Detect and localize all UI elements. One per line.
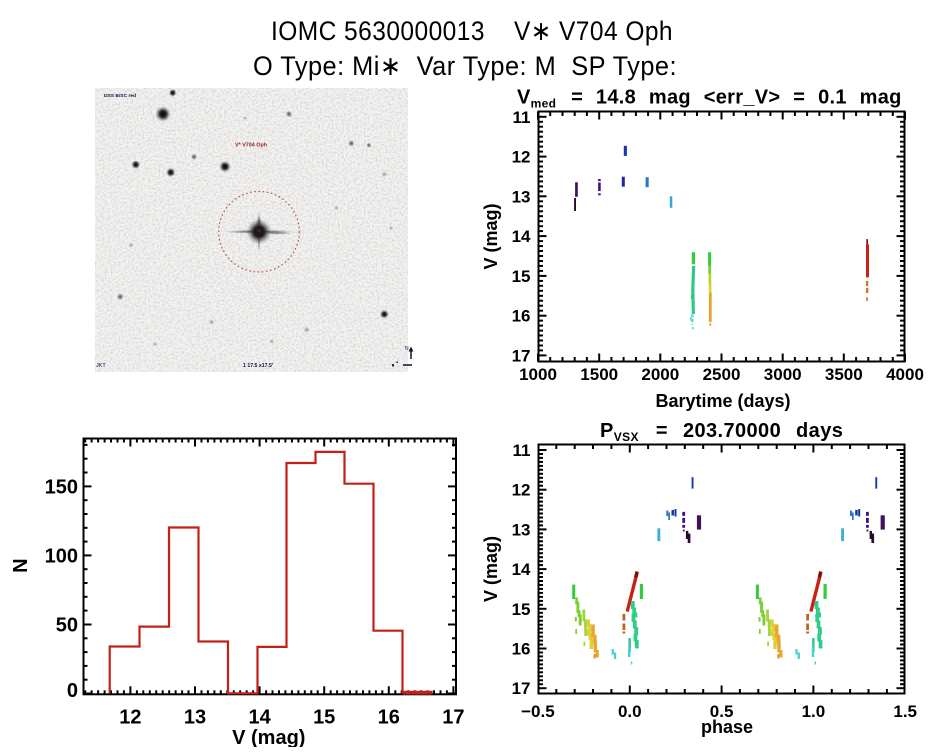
svg-text:0.0: 0.0	[618, 702, 642, 721]
svg-text:12: 12	[512, 148, 531, 167]
svg-text:11: 11	[513, 108, 531, 127]
svg-text:0.5: 0.5	[710, 702, 734, 721]
svg-text:V (mag): V (mag)	[481, 536, 501, 602]
svg-text:17: 17	[512, 679, 531, 698]
svg-text:16: 16	[512, 307, 531, 326]
svg-text:2500: 2500	[703, 365, 741, 384]
svg-text:3500: 3500	[825, 365, 863, 384]
svg-text:13: 13	[184, 707, 206, 729]
svg-text:JKT: JKT	[96, 363, 106, 369]
svg-text:O Type: Mi∗ Var Type: M SP T: O Type: Mi∗ Var Type: M SP Type:	[253, 51, 677, 81]
svg-text:V* V704 Oph: V* V704 Oph	[235, 143, 267, 149]
svg-text:1.0: 1.0	[802, 702, 826, 721]
svg-text:13: 13	[512, 187, 531, 206]
svg-text:V (mag): V (mag)	[481, 203, 501, 269]
svg-text:N: N	[10, 558, 32, 572]
svg-text:Barytime (days): Barytime (days)	[655, 391, 790, 411]
svg-text:V (mag): V (mag)	[232, 727, 305, 747]
svg-text:100: 100	[45, 545, 78, 567]
svg-text:1500: 1500	[580, 365, 618, 384]
svg-text:11: 11	[513, 441, 531, 460]
svg-text:16: 16	[378, 707, 400, 729]
svg-text:DSS B/SC red: DSS B/SC red	[104, 93, 136, 99]
svg-text:17: 17	[442, 707, 464, 729]
svg-text:14: 14	[512, 560, 531, 579]
svg-text:17: 17	[512, 346, 531, 365]
svg-text:IOMC 5630000013 V∗ V704 Oph: IOMC 5630000013 V∗ V704 Oph	[271, 16, 673, 46]
svg-text:N: N	[405, 346, 409, 352]
svg-text:phase: phase	[701, 717, 753, 737]
svg-text:4000: 4000	[886, 365, 924, 384]
svg-text:3000: 3000	[764, 365, 802, 384]
svg-text:12: 12	[512, 481, 531, 500]
svg-text:16: 16	[512, 640, 531, 659]
svg-text:Vmed = 14.8 mag <err_V> = 0.1: Vmed = 14.8 mag <err_V> = 0.1 mag	[517, 87, 902, 111]
svg-text:−0.5: −0.5	[521, 702, 555, 721]
svg-text:50: 50	[56, 615, 78, 637]
svg-text:PVSX = 203.70000 days: PVSX = 203.70000 days	[600, 420, 843, 444]
svg-text:14: 14	[248, 707, 271, 729]
svg-text:15: 15	[512, 600, 531, 619]
svg-text:1 17.5 x17.5′: 1 17.5 x17.5′	[243, 363, 274, 369]
svg-text:15: 15	[512, 267, 531, 286]
svg-text:13: 13	[512, 520, 531, 539]
svg-text:1000: 1000	[519, 365, 557, 384]
svg-text:1.5: 1.5	[893, 702, 917, 721]
svg-text:0: 0	[67, 680, 78, 702]
svg-text:14: 14	[512, 227, 531, 246]
svg-text:150: 150	[45, 476, 78, 498]
svg-text:15: 15	[313, 707, 335, 729]
svg-text:12: 12	[119, 707, 141, 729]
svg-text:2000: 2000	[641, 365, 679, 384]
